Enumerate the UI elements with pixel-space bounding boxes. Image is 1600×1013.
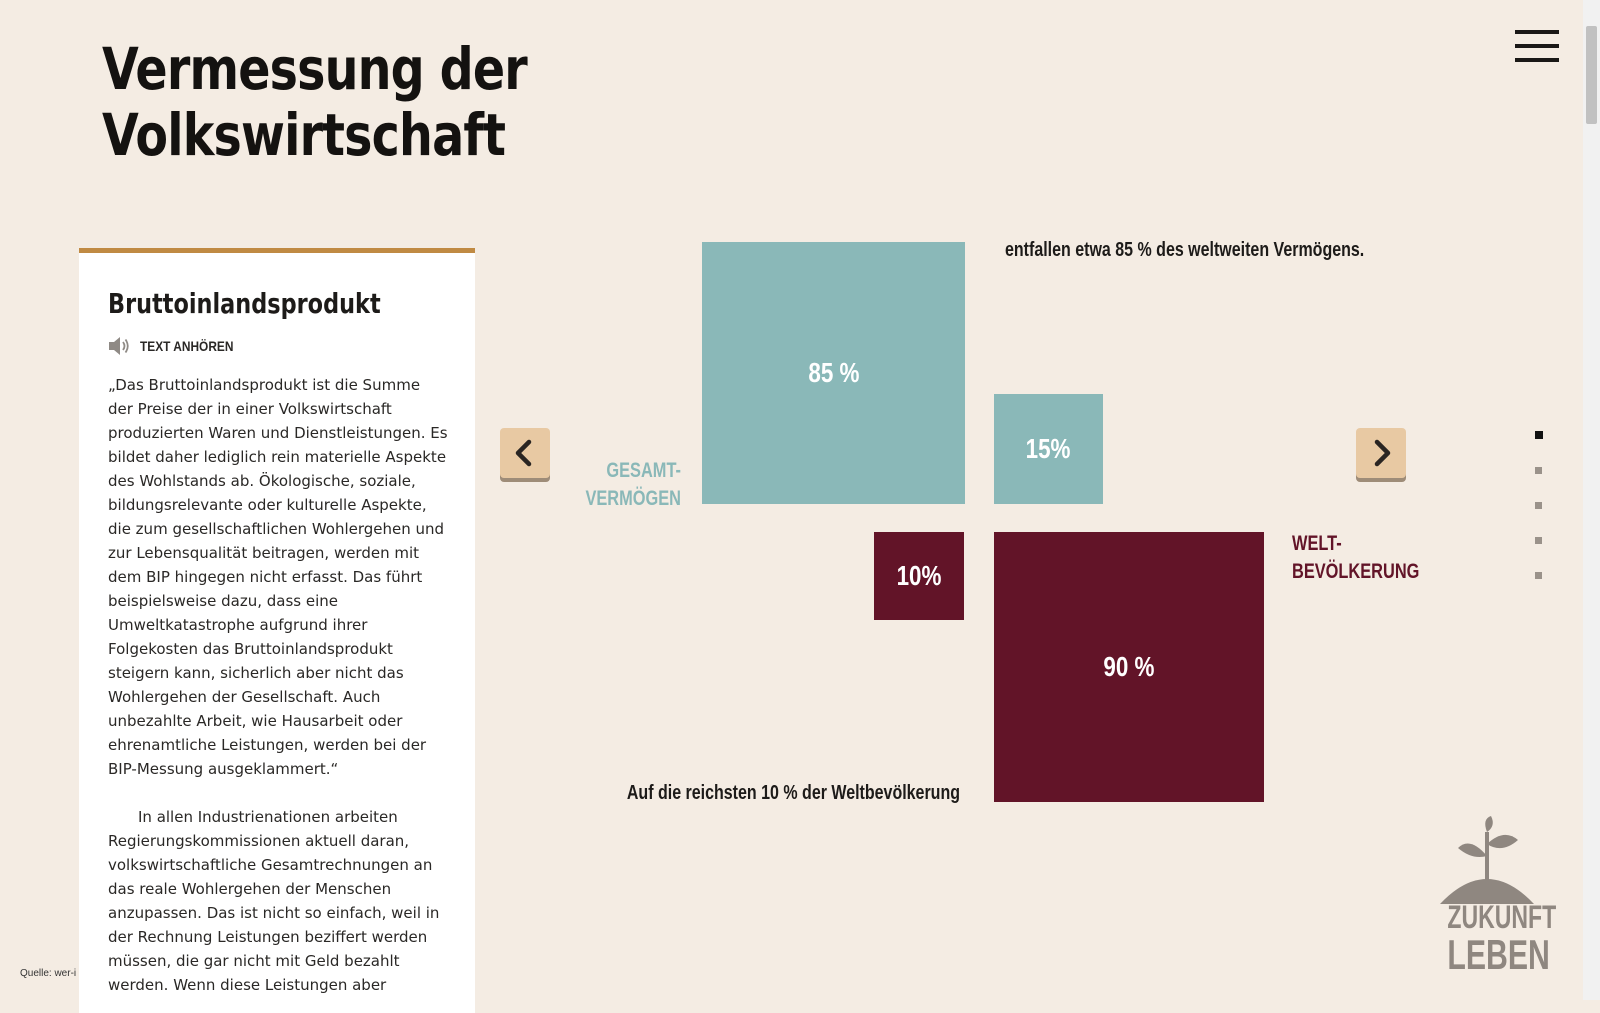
page-title: Vermessung der Volkswirtschaft	[102, 35, 528, 169]
wealth-share-rest-box: 15%	[994, 394, 1103, 504]
prev-slide-button[interactable]	[500, 428, 550, 478]
zukunft-leben-logo: ZUKUNFT LEBEN	[1432, 814, 1557, 984]
hamburger-menu-icon[interactable]	[1515, 28, 1559, 66]
wealth-share-rest-label: 15%	[1026, 433, 1071, 464]
chevron-right-icon	[1374, 439, 1391, 467]
caption-top: entfallen etwa 85 % des weltweiten Vermö…	[1005, 239, 1365, 261]
slide-dot-3[interactable]	[1535, 502, 1542, 509]
caption-bottom: Auf die reichsten 10 % der Weltbevölkeru…	[626, 782, 960, 804]
population-share-richest-label: 10%	[896, 560, 942, 591]
listen-button[interactable]: TEXT ANHÖREN	[108, 335, 250, 357]
panel-heading: Bruttoinlandsprodukt	[108, 287, 381, 320]
scrollbar-track[interactable]	[1583, 0, 1600, 1000]
listen-label: TEXT ANHÖREN	[140, 338, 234, 354]
slide-dot-4[interactable]	[1535, 537, 1542, 544]
source-note: Quelle: wer-i	[20, 968, 77, 979]
population-share-rest-box: 90 %	[994, 532, 1264, 802]
slide-dot-2[interactable]	[1535, 467, 1542, 474]
info-panel: Bruttoinlandsprodukt TEXT ANHÖREN „Das B…	[79, 248, 475, 1013]
population-share-rest-label: 90 %	[1103, 651, 1155, 682]
label-weltbevoelkerung: WELT- BEVÖLKERUNG	[1292, 530, 1419, 586]
wealth-share-richest-label: 85 %	[807, 357, 860, 388]
label-weltbevoelkerung-line2: BEVÖLKERUNG	[1292, 560, 1420, 583]
page-title-line2: Volkswirtschaft	[102, 101, 506, 169]
logo-word-1: ZUKUNFT	[1447, 899, 1557, 935]
logo-word-2: LEBEN	[1447, 931, 1550, 978]
slide-dot-5[interactable]	[1535, 572, 1542, 579]
page-title-line1: Vermessung der	[102, 35, 528, 103]
panel-body: „Das Bruttoinlandsprodukt ist die Summe …	[108, 373, 448, 1013]
panel-paragraph: In allen Industrienationen arbeiten Regi…	[108, 808, 440, 994]
label-weltbevoelkerung-line1: WELT-	[1292, 532, 1342, 555]
wealth-share-richest-box: 85 %	[702, 242, 965, 504]
sprout-icon	[1440, 816, 1534, 904]
speaker-icon	[109, 337, 129, 355]
label-gesamtvermoegen: GESAMT- VERMÖGEN	[525, 457, 681, 513]
next-slide-button[interactable]	[1356, 428, 1406, 478]
scrollbar-thumb[interactable]	[1586, 26, 1597, 124]
chevron-left-icon	[515, 439, 532, 467]
population-share-richest-box: 10%	[874, 532, 964, 620]
panel-paragraph: „Das Bruttoinlandsprodukt ist die Summe …	[108, 376, 448, 778]
label-gesamtvermoegen-line2: VERMÖGEN	[585, 487, 681, 510]
slide-dot-1[interactable]	[1535, 431, 1543, 439]
label-gesamtvermoegen-line1: GESAMT-	[606, 459, 681, 482]
